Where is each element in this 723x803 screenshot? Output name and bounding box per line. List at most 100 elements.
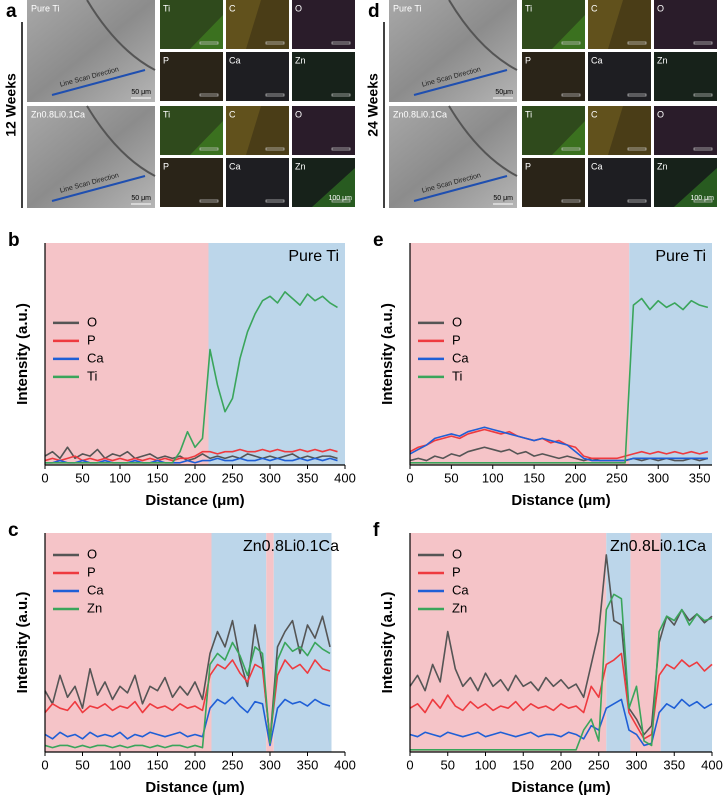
map-scale-bar bbox=[627, 93, 647, 97]
map-label: Zn bbox=[295, 55, 306, 65]
annotation: Pure Ti bbox=[655, 248, 706, 265]
x-tick-label: 250 bbox=[588, 757, 610, 772]
sem-image bbox=[389, 0, 517, 102]
row-label: 24 Weeks bbox=[365, 73, 381, 137]
x-tick-label: 100 bbox=[109, 470, 131, 485]
map-scale-bar bbox=[561, 147, 581, 151]
sem-edge bbox=[448, 105, 518, 177]
y-axis-title: Intensity (a.u.) bbox=[379, 303, 396, 405]
map-scale-bar bbox=[199, 93, 219, 97]
element-map bbox=[522, 158, 585, 207]
scale-label: 50 μm bbox=[493, 195, 513, 202]
map-scale-label: 100 μm bbox=[329, 195, 353, 202]
shaded-region bbox=[45, 533, 212, 752]
x-tick-label: 400 bbox=[334, 757, 356, 772]
series-line bbox=[409, 446, 709, 462]
map-label: Ti bbox=[163, 109, 170, 119]
x-tick-label: 50 bbox=[444, 470, 458, 485]
map-scale-bar bbox=[561, 93, 581, 97]
map-label: P bbox=[525, 161, 531, 171]
chart: 0 50 100 150 200 250 300 350 400 Distance (μm) Int… bbox=[8, 230, 356, 509]
scan-line bbox=[51, 69, 146, 96]
y-axis-title: Intensity (a.u.) bbox=[14, 592, 31, 694]
x-tick-label: 350 bbox=[297, 470, 319, 485]
x-tick-label: 0 bbox=[41, 470, 48, 485]
panel-label: c bbox=[8, 520, 19, 541]
series-line bbox=[44, 448, 338, 462]
map-scale-bar bbox=[627, 199, 647, 203]
x-tick-label: 50 bbox=[75, 470, 89, 485]
map-label: Ti bbox=[525, 3, 532, 13]
map-scale-bar bbox=[561, 199, 581, 203]
map-scale-bar bbox=[331, 41, 351, 45]
sem-image bbox=[27, 0, 155, 102]
x-axis-title: Distance (μm) bbox=[511, 492, 610, 509]
map-label: Zn bbox=[657, 161, 668, 171]
shaded-region bbox=[211, 533, 267, 752]
chart: 0 50 100 150 200 250 300 350 400 Distance (μm) Int… bbox=[8, 520, 356, 796]
shaded-region bbox=[410, 533, 607, 752]
shaded-region bbox=[660, 533, 712, 752]
x-tick-label: 250 bbox=[606, 470, 628, 485]
map-scale-bar bbox=[693, 41, 713, 45]
x-tick-label: 150 bbox=[523, 470, 545, 485]
map-region bbox=[312, 168, 355, 207]
map-region bbox=[190, 15, 223, 49]
map-label: P bbox=[163, 55, 169, 65]
sample-label: Pure Ti bbox=[31, 3, 60, 13]
sample-label: Zn0.8Li0.1Ca bbox=[393, 109, 447, 119]
sem-image bbox=[27, 106, 155, 208]
map-scale-bar bbox=[561, 41, 581, 45]
element-map bbox=[522, 52, 585, 101]
panel-label: f bbox=[373, 520, 380, 541]
map-label: O bbox=[295, 3, 302, 13]
x-axis-title: Distance (μm) bbox=[145, 492, 244, 509]
legend-label: Ca bbox=[452, 350, 469, 365]
series-line bbox=[44, 696, 331, 747]
map-label: C bbox=[229, 3, 236, 13]
map-region bbox=[588, 0, 623, 49]
map-scale-bar bbox=[331, 147, 351, 151]
map-scale-bar bbox=[265, 41, 285, 45]
sem-edge bbox=[86, 105, 156, 177]
map-scale-bar bbox=[627, 147, 647, 151]
x-tick-label: 50 bbox=[441, 757, 455, 772]
series-line bbox=[410, 593, 713, 751]
sem-edge bbox=[448, 0, 518, 71]
map-label: Ca bbox=[591, 161, 603, 171]
map-scale-bar bbox=[265, 147, 285, 151]
x-tick-label: 250 bbox=[222, 757, 244, 772]
legend-label: P bbox=[452, 564, 461, 579]
x-axis-title: Distance (μm) bbox=[511, 779, 610, 796]
map-region bbox=[552, 121, 585, 155]
series-line bbox=[409, 554, 713, 736]
map-region bbox=[552, 15, 585, 49]
legend-label: Zn bbox=[87, 600, 102, 615]
legend-label: O bbox=[87, 546, 97, 561]
element-map bbox=[226, 52, 289, 101]
element-map bbox=[160, 158, 223, 207]
x-tick-label: 300 bbox=[259, 757, 281, 772]
map-region bbox=[190, 121, 223, 155]
map-label: C bbox=[591, 3, 598, 13]
sample-label: Pure Ti bbox=[393, 3, 422, 13]
x-tick-label: 150 bbox=[147, 757, 169, 772]
legend-label: P bbox=[87, 564, 96, 579]
element-map bbox=[292, 106, 355, 155]
x-tick-label: 300 bbox=[647, 470, 669, 485]
element-map bbox=[654, 0, 717, 49]
series-line bbox=[44, 641, 331, 749]
x-tick-label: 50 bbox=[75, 757, 89, 772]
legend-label: Zn bbox=[452, 600, 467, 615]
map-scale-bar bbox=[331, 93, 351, 97]
map-label: Ca bbox=[591, 55, 603, 65]
sem-edge bbox=[86, 0, 156, 71]
x-tick-label: 250 bbox=[222, 470, 244, 485]
series-line bbox=[409, 426, 708, 462]
series-line bbox=[410, 297, 709, 464]
x-tick-label: 200 bbox=[184, 757, 206, 772]
x-tick-label: 350 bbox=[297, 757, 319, 772]
legend-label: O bbox=[452, 546, 462, 561]
chart: 0 50 100 150 200 250 300 350 400 Distance (μm) Int… bbox=[373, 520, 723, 796]
map-region bbox=[588, 106, 623, 155]
